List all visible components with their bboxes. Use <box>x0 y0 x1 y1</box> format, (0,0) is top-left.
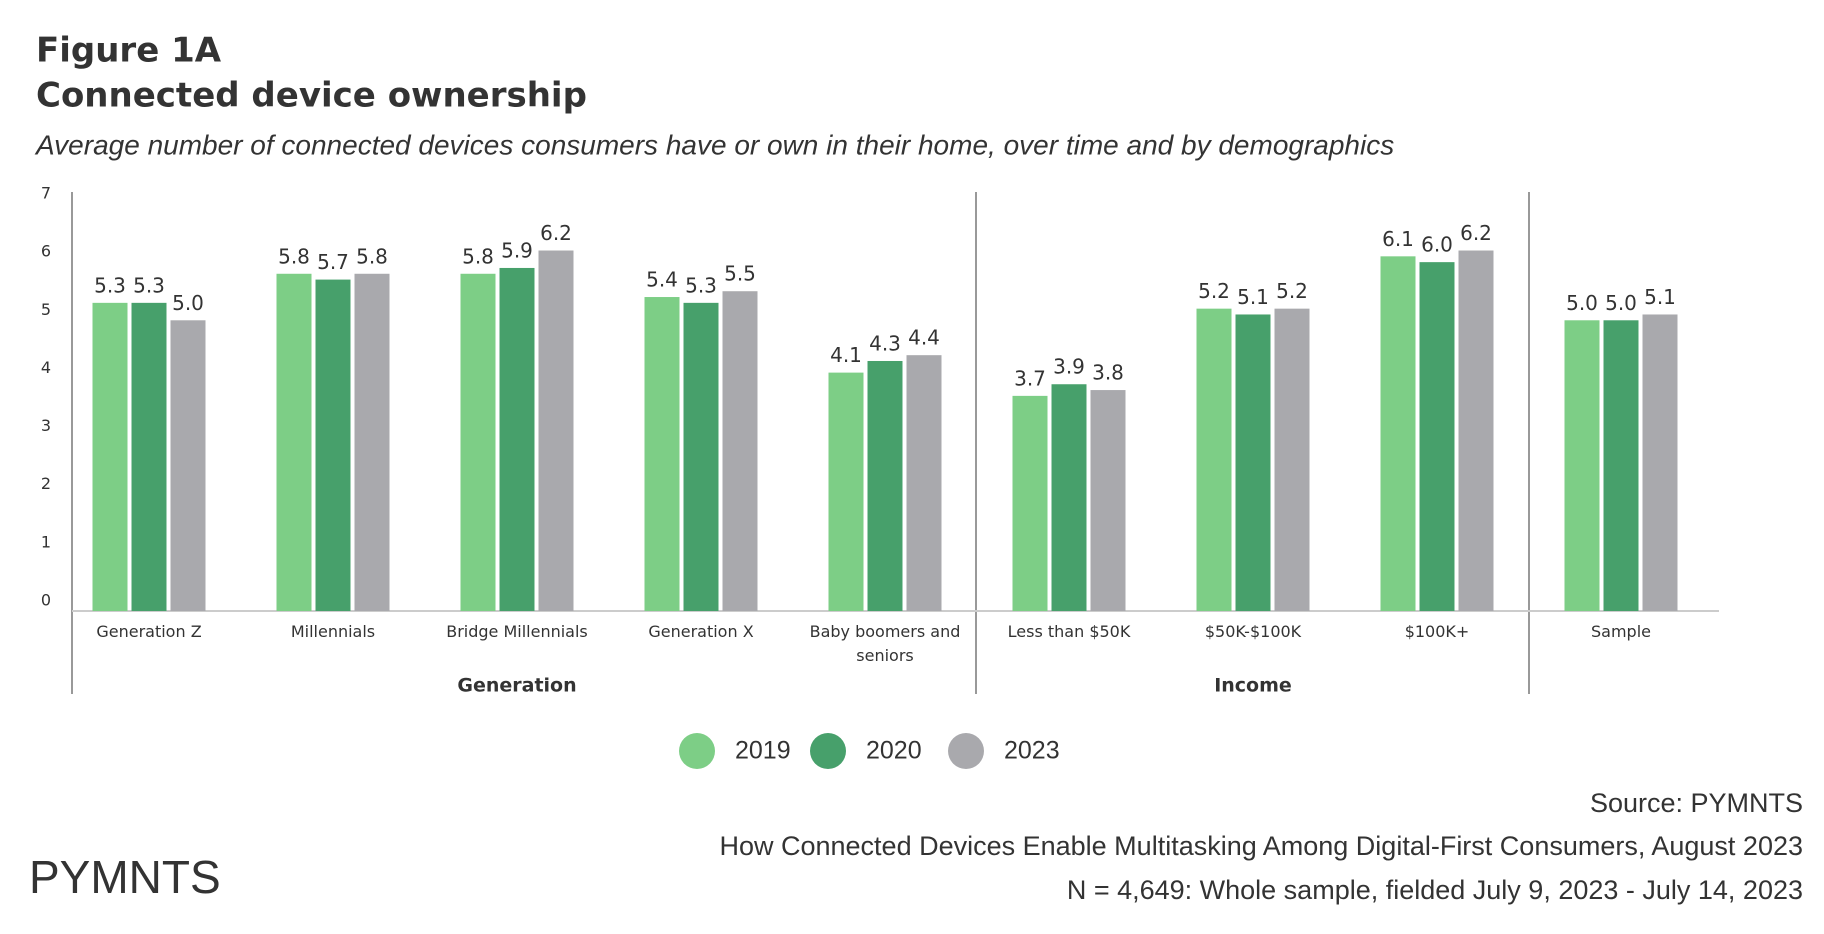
x-tick-label-box: Baby boomers and seniors <box>809 622 961 665</box>
x-tick-label: Generation X <box>648 622 754 641</box>
x-tick-label: Millennials <box>290 622 376 641</box>
value-label: 3.8 <box>1092 361 1124 385</box>
source: Source: PYMNTS <box>1590 788 1803 818</box>
bar <box>92 302 128 611</box>
bar <box>1380 256 1416 611</box>
value-label: 4.3 <box>869 331 901 355</box>
value-label: 5.1 <box>1644 285 1676 309</box>
bar <box>499 267 535 611</box>
value-label: 5.0 <box>1566 291 1598 315</box>
group-label: Income <box>1214 675 1292 697</box>
chart-subtitle: Average number of connected devices cons… <box>34 129 1394 160</box>
value-label: 4.4 <box>908 326 940 350</box>
y-tick-label: 1 <box>41 532 51 551</box>
bar <box>538 250 574 611</box>
value-label: 4.1 <box>830 343 862 367</box>
sample-note: N = 4,649: Whole sample, fielded July 9,… <box>1067 875 1803 905</box>
bar <box>1051 384 1087 611</box>
value-label: 5.0 <box>1605 291 1637 315</box>
bar <box>722 291 758 611</box>
x-tick-label-box: Bridge Millennials <box>446 622 588 641</box>
value-label: 5.3 <box>685 273 717 297</box>
x-tick-label: $100K+ <box>1404 622 1470 641</box>
bar <box>1458 250 1494 611</box>
x-tick-label: $50K-$100K <box>1204 622 1302 641</box>
y-tick-label: 6 <box>41 242 51 261</box>
value-label: 6.1 <box>1382 227 1414 251</box>
bar <box>1012 395 1048 611</box>
legend-swatch <box>810 733 846 769</box>
x-tick-label-box: Generation Z <box>96 622 202 641</box>
bar <box>276 273 312 611</box>
x-tick-label: Generation Z <box>96 622 202 641</box>
y-tick-label: 0 <box>41 591 51 610</box>
bar <box>1419 262 1455 611</box>
report: How Connected Devices Enable Multitaskin… <box>719 831 1803 861</box>
bar <box>644 297 680 611</box>
bar <box>867 360 903 611</box>
value-label: 5.8 <box>278 244 310 268</box>
x-tick-label: Less than $50K <box>1007 622 1131 641</box>
x-tick-label: Bridge Millennials <box>446 622 588 641</box>
value-label: 5.5 <box>724 262 756 286</box>
value-label: 5.8 <box>356 244 388 268</box>
value-label: 5.7 <box>317 250 349 274</box>
value-label: 5.3 <box>94 273 126 297</box>
bar <box>1090 390 1126 611</box>
legend-label: 2019 <box>735 737 791 765</box>
y-tick-label: 2 <box>41 474 51 493</box>
legend-swatch <box>679 733 715 769</box>
x-tick-label-box: Millennials <box>290 622 376 641</box>
value-label: 6.0 <box>1421 233 1453 257</box>
legend-label: 2020 <box>866 737 922 765</box>
value-label: 3.9 <box>1053 355 1085 379</box>
y-tick-label: 4 <box>41 358 51 377</box>
value-label: 6.2 <box>540 221 572 245</box>
bar <box>1274 308 1310 611</box>
y-tick-label: 7 <box>41 184 51 203</box>
bar <box>460 273 496 611</box>
x-tick-label-box: Sample <box>1591 622 1651 641</box>
x-tick-label-box: Generation X <box>648 622 754 641</box>
bar <box>683 302 719 611</box>
x-tick-label-box: $50K-$100K <box>1204 622 1302 641</box>
bar <box>1564 320 1600 611</box>
x-tick-label-box: Less than $50K <box>1007 622 1131 641</box>
figure-label: Figure 1A <box>36 31 222 71</box>
value-label: 5.3 <box>133 273 165 297</box>
y-tick-label: 5 <box>41 300 51 319</box>
value-label: 3.7 <box>1014 366 1046 390</box>
chart-title: Connected device ownership <box>36 76 587 116</box>
bar <box>170 320 206 611</box>
bar <box>354 273 390 611</box>
value-label: 5.8 <box>462 244 494 268</box>
bar <box>1642 314 1678 611</box>
group-label: Generation <box>457 675 576 697</box>
value-label: 5.9 <box>501 238 533 262</box>
bar <box>1603 320 1639 611</box>
x-tick-label: Sample <box>1591 622 1651 641</box>
bar <box>315 279 351 611</box>
bar <box>906 355 942 611</box>
value-label: 5.4 <box>646 268 678 292</box>
value-label: 5.1 <box>1237 285 1269 309</box>
logo: PYMNTS <box>29 851 221 903</box>
x-tick-label: Baby boomers and seniors <box>809 622 961 665</box>
value-label: 5.2 <box>1276 279 1308 303</box>
bar <box>131 302 167 611</box>
bar <box>828 372 864 611</box>
bar <box>1196 308 1232 611</box>
value-label: 5.0 <box>172 291 204 315</box>
value-label: 5.2 <box>1198 279 1230 303</box>
value-label: 6.2 <box>1460 221 1492 245</box>
y-tick-label: 3 <box>41 416 51 435</box>
x-tick-label-box: $100K+ <box>1404 622 1470 641</box>
legend-label: 2023 <box>1004 737 1060 765</box>
bar <box>1235 314 1271 611</box>
legend-swatch <box>948 733 984 769</box>
